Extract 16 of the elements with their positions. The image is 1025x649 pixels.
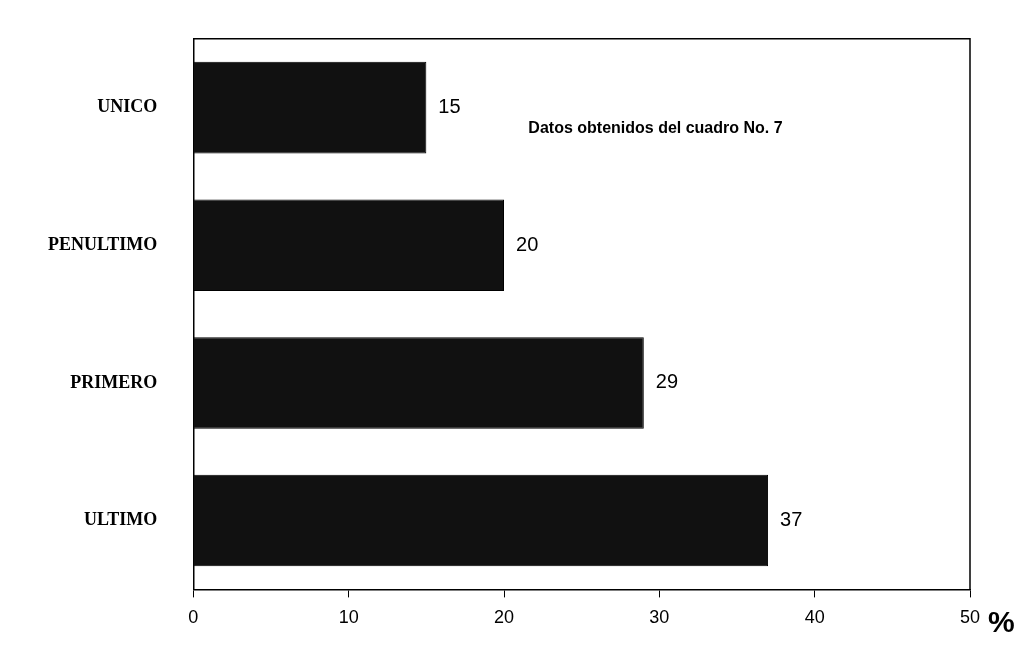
y-tick-label: PENULTIMO: [47, 233, 158, 254]
x-tick-label: 50: [959, 607, 981, 628]
data-label: 37: [780, 508, 803, 531]
x-tick-label: 20: [494, 607, 515, 628]
data-label: 15: [438, 95, 461, 118]
y-tick-label: UNICO: [97, 96, 158, 117]
data-label: 29: [655, 370, 679, 393]
annotation: Datos obtenidos del cuadro No. 7: [528, 119, 783, 137]
x-axis-title: %: [988, 604, 1015, 638]
x-tick-label: 40: [804, 607, 825, 628]
x-tick-label: 10: [338, 607, 359, 628]
y-tick-label: PRIMERO: [70, 371, 158, 392]
data-label: 20: [516, 232, 539, 255]
x-tick-label: 0: [188, 607, 199, 628]
x-tick-label: 30: [649, 607, 670, 628]
y-tick-label: ULTIMO: [83, 509, 158, 530]
